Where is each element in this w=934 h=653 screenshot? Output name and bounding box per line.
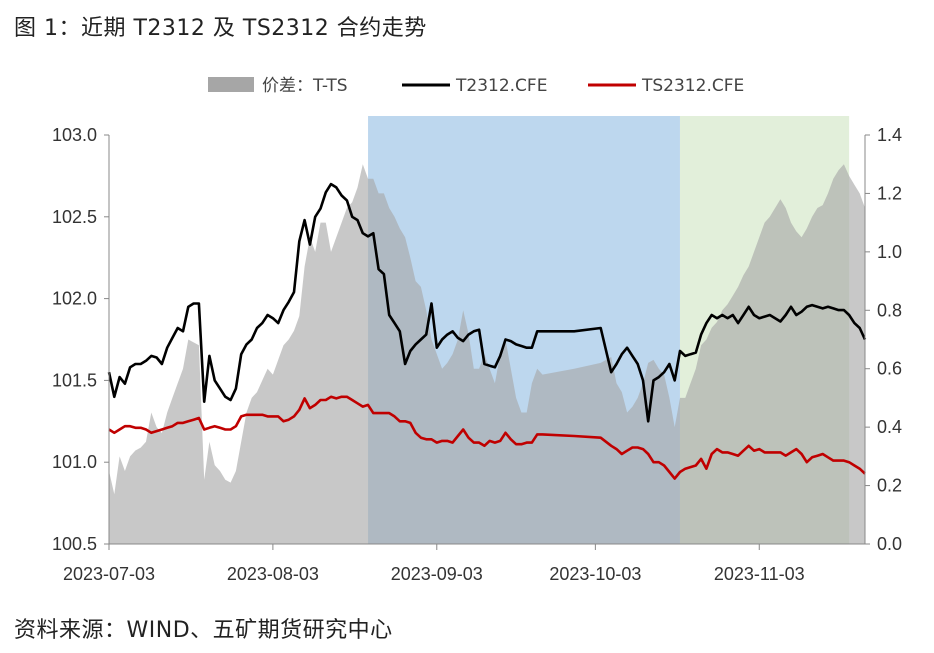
- right-tick-label: 0.2: [877, 476, 902, 496]
- legend-label: TS2312.CFE: [641, 76, 744, 96]
- left-tick-label: 101.0: [52, 452, 97, 472]
- x-tick-label: 2023-10-03: [549, 564, 641, 584]
- right-tick-label: 0.0: [877, 534, 902, 554]
- legend-label: T2312.CFE: [455, 76, 547, 96]
- left-tick-label: 102.0: [52, 289, 97, 309]
- chart: 100.5 101.0 101.5 102.0 102.5 103.0 0.0 0.2 0.4 0…: [52, 76, 902, 584]
- series-line-t2312-cfe: [107, 182, 867, 423]
- legend-label: 价差：T-TS: [262, 76, 348, 96]
- left-tick-label: 103.0: [52, 125, 97, 145]
- right-tick-label: 0.6: [877, 359, 902, 379]
- right-tick-label: 0.4: [877, 417, 902, 437]
- spread-area-layer: [109, 164, 865, 544]
- right-tick-label: 0.8: [877, 300, 902, 320]
- left-tick-label: 101.5: [52, 370, 97, 390]
- x-tick-label: 2023-09-03: [391, 564, 483, 584]
- x-tick-label: 2023-07-03: [63, 564, 155, 584]
- figure-source: 资料来源：WIND、五矿期货研究中心: [14, 618, 393, 643]
- legend-swatch-area: [208, 77, 254, 92]
- x-tick-label: 2023-08-03: [227, 564, 319, 584]
- x-tick-label: 2023-11-03: [714, 564, 805, 584]
- right-tick-label: 1.4: [877, 125, 902, 145]
- right-tick-label: 1.2: [877, 183, 902, 203]
- left-tick-label: 102.5: [52, 207, 97, 227]
- figure-title: 图 1：近期 T2312 及 TS2312 合约走势: [14, 16, 427, 41]
- right-tick-label: 1.0: [877, 242, 902, 262]
- series-area-spread: [109, 164, 865, 544]
- legend: 价差：T-TS T2312.CFE TS2312.CFE: [208, 76, 744, 96]
- series-line-ts2312-cfe: [108, 395, 866, 480]
- axes: 100.5 101.0 101.5 102.0 102.5 103.0 0.0 0.2 0.4 0…: [52, 125, 902, 584]
- price-lines-layer: [107, 182, 867, 480]
- left-tick-label: 100.5: [52, 534, 97, 554]
